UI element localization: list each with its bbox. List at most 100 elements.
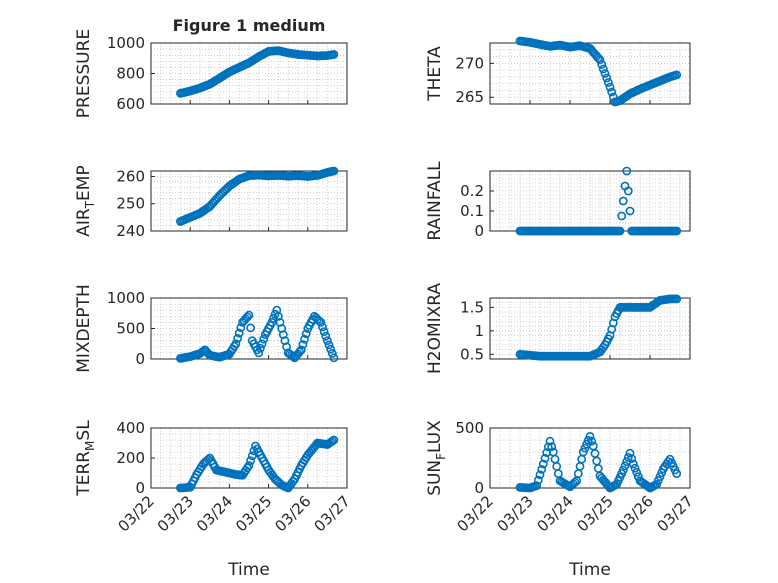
data-point — [329, 353, 339, 363]
subplot-mixdepth: 0 500 1000 MIXDEPTH — [74, 284, 348, 373]
chart-title: Figure 1 medium — [173, 16, 326, 35]
data-point — [298, 340, 308, 349]
data-point — [257, 339, 267, 349]
data-point — [618, 465, 628, 475]
data-point — [615, 226, 625, 236]
data-point — [538, 459, 548, 469]
x-axis-label: Time — [227, 560, 270, 580]
x-axis-label: Time — [568, 560, 611, 580]
x-tick-label: 03/24 — [193, 492, 236, 535]
data-point — [597, 60, 607, 69]
data-point — [607, 87, 617, 97]
data-point — [296, 345, 306, 355]
data-point — [595, 55, 605, 65]
data-point — [231, 339, 241, 349]
data-point — [628, 459, 638, 469]
x-tick-label: 03/22 — [454, 492, 497, 535]
data-point — [244, 310, 254, 320]
y-axis-label-main: PRESSURE — [74, 29, 94, 118]
data-point — [246, 323, 255, 333]
x-tick-label: 03/26 — [614, 492, 657, 535]
data-point — [622, 166, 632, 176]
subplot-rainfall: 0 0.1 0.2 RAINFALL — [425, 161, 691, 241]
series-markers — [515, 431, 682, 493]
data-point — [570, 477, 580, 487]
x-tick-label: 03/23 — [154, 492, 197, 535]
y-axis-label-rest: EMP — [74, 165, 94, 201]
y-tick-label: 0.1 — [460, 202, 484, 220]
plot-frame — [150, 170, 348, 232]
data-point — [545, 436, 555, 446]
x-tick-label: 03/27 — [654, 492, 697, 535]
data-point — [585, 431, 595, 441]
data-point — [295, 347, 304, 357]
data-point — [533, 475, 543, 485]
data-point — [246, 456, 255, 465]
y-tick-label: 800 — [116, 65, 145, 83]
y-tick-label: 500 — [455, 419, 484, 437]
data-point — [247, 451, 257, 461]
data-point — [319, 327, 329, 336]
y-tick-label: 400 — [116, 419, 145, 437]
y-axis-label: TERRMSL — [74, 420, 97, 497]
y-axis-label: AIRTEMP — [74, 165, 97, 236]
x-tick-label: 03/25 — [574, 492, 617, 535]
data-point — [318, 322, 327, 332]
x-tick-label: 03/24 — [534, 492, 577, 535]
y-tick-label: 0.5 — [460, 345, 484, 363]
y-tick-label: 0.2 — [460, 182, 484, 200]
data-point — [600, 69, 610, 78]
y-tick-label: 260 — [116, 167, 145, 185]
y-tick-label: 240 — [116, 222, 145, 240]
y-axis-label-subscript: F — [434, 453, 448, 460]
data-point — [603, 78, 613, 87]
data-point — [587, 436, 597, 446]
y-axis-label-main: AIR — [74, 208, 94, 237]
y-tick-label: 250 — [116, 195, 145, 213]
y-tick-label: 1.5 — [460, 298, 484, 316]
data-point — [259, 334, 269, 344]
data-point — [672, 226, 682, 236]
data-point — [236, 323, 246, 333]
plot-frame — [489, 427, 691, 489]
plot-frame — [489, 42, 691, 105]
y-axis-label: H2OMIXRA — [425, 283, 445, 374]
y-axis-label: PRESSURE — [74, 29, 94, 118]
data-point — [267, 317, 277, 327]
series-markers — [515, 36, 682, 107]
data-point — [535, 470, 545, 480]
series-markers — [515, 166, 682, 236]
data-point — [627, 454, 637, 463]
y-axis-label-main: H2OMIXRA — [425, 283, 445, 374]
data-point — [321, 331, 331, 341]
y-tick-label: 1000 — [107, 289, 145, 307]
data-point — [244, 461, 254, 470]
subplot-pressure: 600 800 1000 PRESSURE Figure 1 medium — [74, 16, 348, 118]
data-point — [632, 467, 642, 477]
y-axis-label-main: TERR — [74, 451, 94, 497]
data-point — [543, 442, 553, 452]
data-point — [234, 328, 244, 338]
data-point — [326, 344, 336, 354]
series-markers — [175, 305, 339, 363]
y-axis-label-subscript: T — [83, 200, 97, 209]
y-tick-label: 0 — [474, 222, 484, 240]
x-tick-label: 03/27 — [311, 492, 354, 535]
y-tick-label: 600 — [116, 95, 145, 113]
data-point — [618, 196, 628, 206]
y-axis-label: RAINFALL — [425, 161, 445, 241]
x-tick-label: 03/26 — [271, 492, 314, 535]
grid — [489, 170, 691, 232]
x-tick-label: 03/23 — [494, 492, 537, 535]
data-point — [617, 211, 627, 221]
data-point — [672, 469, 682, 478]
data-point — [547, 442, 557, 451]
y-tick-label: 200 — [116, 449, 145, 467]
x-tick-label: 03/25 — [232, 492, 275, 535]
subplot-air: 240 250 260 AIRTEMP — [74, 165, 348, 240]
data-point — [625, 206, 635, 216]
grid — [150, 427, 348, 489]
data-point — [301, 329, 311, 339]
grid — [150, 297, 348, 360]
